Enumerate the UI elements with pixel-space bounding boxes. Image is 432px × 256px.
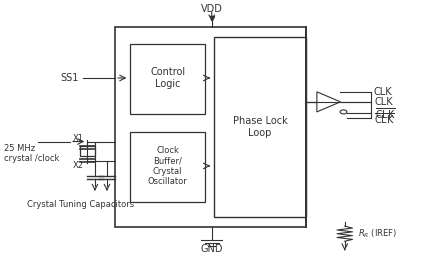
Bar: [79, 146, 95, 156]
Text: Phase Lock
Loop: Phase Lock Loop: [232, 116, 287, 138]
Text: GND: GND: [200, 244, 223, 254]
Text: Crystal Tuning Capacitors: Crystal Tuning Capacitors: [27, 200, 134, 209]
Bar: [130, 44, 205, 114]
Bar: [115, 27, 306, 227]
Text: VDD: VDD: [201, 4, 222, 14]
Text: Control
Logic: Control Logic: [150, 67, 185, 89]
Text: CLK: CLK: [375, 97, 394, 107]
Text: $\overline{\mathrm{CLK}}$: $\overline{\mathrm{CLK}}$: [374, 111, 395, 126]
Bar: [214, 37, 306, 217]
Text: X1: X1: [73, 134, 84, 143]
Text: 25 MHz
crystal /clock: 25 MHz crystal /clock: [3, 144, 59, 163]
Circle shape: [340, 110, 347, 114]
Bar: [130, 132, 205, 202]
Text: SS1: SS1: [60, 73, 79, 83]
Text: Clock
Buffer/
Crystal
Oscillator: Clock Buffer/ Crystal Oscillator: [148, 146, 187, 186]
Text: X2: X2: [73, 162, 84, 170]
Polygon shape: [317, 92, 340, 112]
Text: CLK: CLK: [374, 87, 393, 97]
Text: $R_R$ (IREF): $R_R$ (IREF): [358, 228, 397, 240]
Text: $\overline{\mathrm{CLK}}$: $\overline{\mathrm{CLK}}$: [375, 106, 396, 121]
